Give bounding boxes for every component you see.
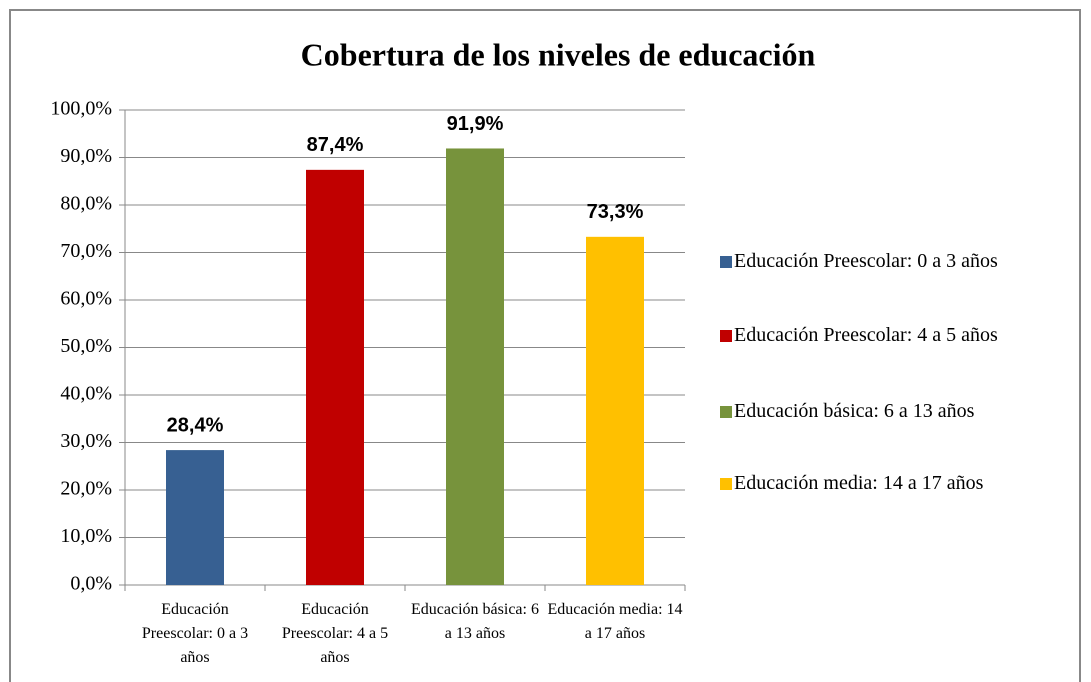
y-tick-label: 60,0%: [60, 288, 112, 310]
y-tick-label: 100,0%: [50, 98, 112, 120]
legend-label: Educación media: 14 a 17 años: [734, 472, 984, 494]
data-label: 87,4%: [307, 134, 364, 156]
bar: [446, 148, 504, 585]
y-tick-label: 70,0%: [60, 240, 112, 262]
y-tick-label: 40,0%: [60, 383, 112, 405]
data-label: 28,4%: [167, 414, 224, 436]
legend-label: Educación básica: 6 a 13 años: [734, 400, 975, 422]
chart-title: Cobertura de los niveles de educación: [301, 36, 816, 72]
legend-swatch: [720, 406, 732, 418]
data-label: 91,9%: [447, 113, 504, 135]
x-tick-label: Educación Preescolar: 0 a 3 años: [141, 601, 249, 666]
y-tick-label: 80,0%: [60, 193, 112, 215]
y-tick-label: 10,0%: [60, 525, 112, 547]
x-tick-label: Educación media: 14 a 17 años: [547, 601, 683, 642]
legend-swatch: [720, 478, 732, 490]
y-tick-label: 20,0%: [60, 478, 112, 500]
bar: [586, 236, 644, 585]
x-tick-label: Educación Preescolar: 4 a 5 años: [281, 601, 389, 666]
bar: [306, 169, 364, 585]
legend-label: Educación Preescolar: 0 a 3 años: [734, 250, 998, 272]
y-tick-label: 0,0%: [70, 573, 112, 595]
x-tick-label: Educación básica: 6 a 13 años: [411, 601, 539, 642]
y-tick-label: 90,0%: [60, 145, 112, 167]
legend-swatch: [720, 330, 732, 342]
data-label: 73,3%: [587, 201, 644, 223]
bar: [166, 450, 224, 585]
legend-label: Educación Preescolar: 4 a 5 años: [734, 324, 998, 346]
legend-swatch: [720, 256, 732, 268]
y-tick-label: 30,0%: [60, 430, 112, 452]
y-tick-label: 50,0%: [60, 335, 112, 357]
